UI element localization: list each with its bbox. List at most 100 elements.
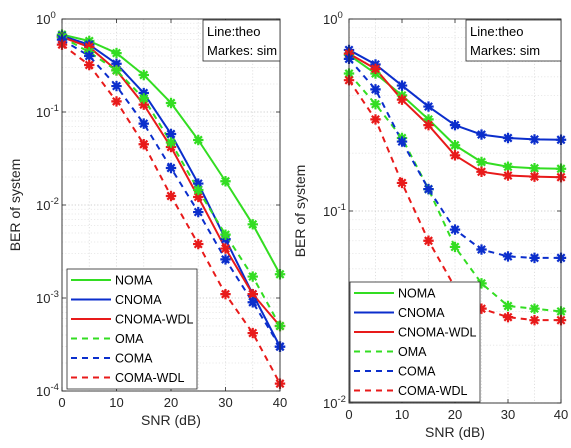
data-point-noma-shape [476,156,487,168]
data-point-cnoma-shape [529,134,540,145]
data-point-noma-shape [247,219,258,230]
data-point-coma-shape [165,162,177,174]
annotation-text: Line:theo [470,24,524,39]
data-point-cnoma-wdl [423,119,434,131]
data-point-coma-wdl-shape [84,59,95,71]
data-point-cnoma [396,80,408,91]
data-point-oma-shape [476,278,487,289]
series-line-oma [348,72,562,313]
legend-label-noma: NOMA [398,287,436,301]
data-point-coma-shape [423,183,434,195]
data-point-oma [529,303,540,314]
data-point-cnoma [193,178,204,189]
data-point-coma-shape [138,118,149,129]
y-tick-label: 10-1 [36,103,59,120]
data-point-coma-shape [111,80,122,92]
data-point-coma-wdl-shape [370,114,381,125]
data-point-coma-shape [193,206,204,218]
data-point-noma [138,69,149,81]
data-point-cnoma-wdl [502,170,514,181]
data-point-noma [423,114,434,125]
data-point-oma [165,137,177,148]
data-point-cnoma-shape [449,119,461,131]
data-point-cnoma-wdl [193,191,204,203]
data-point-cnoma-shape [165,128,177,140]
data-point-cnoma-wdl-shape [247,288,258,300]
x-axis-label: SNR (dB) [141,412,201,428]
data-point-oma [502,300,514,312]
data-point-oma-shape [220,229,231,240]
legend-label-oma: OMA [115,332,144,346]
y-tick-label: 100 [36,10,56,27]
data-point-noma [529,163,540,174]
data-point-noma [111,47,122,59]
y-tick-label: 10-2 [323,394,346,411]
data-point-coma [247,297,258,308]
data-point-noma-shape [111,47,122,59]
data-point-coma-wdl [111,96,122,107]
data-point-cnoma-shape [193,178,204,189]
data-point-cnoma-wdl-shape [502,170,514,181]
data-point-coma [84,50,95,62]
data-point-cnoma [165,128,177,140]
data-point-oma [476,278,487,289]
legend-box [349,281,481,403]
data-point-coma-shape [247,297,258,308]
data-point-noma-shape [165,97,177,109]
data-point-noma [449,140,461,151]
legend-label-noma: NOMA [115,274,153,288]
x-tick-label: 0 [345,407,352,422]
y-tick-label: 10-3 [36,289,59,306]
data-point-cnoma-wdl-shape [138,99,149,110]
data-point-cnoma-wdl-shape [220,243,231,254]
legend-box [66,268,198,390]
data-point-coma-shape [396,136,408,147]
annotation-box [202,19,281,62]
data-point-oma [138,93,149,104]
y-tick-label: 10-1 [323,202,346,219]
data-point-coma-wdl-shape [423,235,434,246]
data-point-cnoma [138,87,149,99]
data-point-cnoma [502,132,514,144]
y-axis-label: BER of system [7,159,23,252]
chart-left: 0 10 20 30 40 10-4 10-3 10-2 10-1 100 SNR (dB) BER … [7,10,287,428]
chart-right: 0 10 20 30 40 10-2 10-1 100 SNR (dB) BER of syste… [292,10,568,440]
data-point-noma-shape [220,176,231,187]
data-point-oma [449,241,461,253]
data-point-coma-wdl-shape [476,303,487,314]
data-point-coma-wdl [423,235,434,246]
data-point-cnoma-wdl-shape [193,191,204,203]
data-point-noma-shape [193,134,204,146]
data-point-coma-wdl [220,288,231,300]
data-point-cnoma-wdl-shape [396,94,408,105]
data-point-cnoma-shape [396,80,408,91]
data-point-cnoma [111,58,122,69]
data-point-coma [476,244,487,255]
data-point-oma-shape [529,303,540,314]
x-axis-label: SNR (dB) [425,424,485,440]
data-point-cnoma-shape [138,87,149,99]
data-point-oma-shape [165,137,177,148]
data-point-cnoma-wdl-shape [449,150,461,161]
data-point-coma [370,84,381,95]
data-point-cnoma-wdl [220,243,231,254]
x-tick-label: 40 [554,407,568,422]
data-point-noma [165,97,177,109]
data-point-cnoma-shape [502,132,514,144]
y-tick-label: 10-2 [36,196,59,213]
data-point-coma [138,118,149,129]
data-point-cnoma-wdl [449,150,461,161]
y-axis-label: BER of system [292,165,308,258]
data-point-coma-shape [220,254,231,265]
data-point-oma-shape [138,93,149,104]
data-point-coma-wdl-shape [220,288,231,300]
data-point-noma-shape [423,114,434,125]
data-point-coma [423,183,434,195]
data-point-coma [396,136,408,147]
data-point-coma-shape [370,84,381,95]
data-point-oma [193,184,204,196]
data-point-coma [111,80,122,92]
legend-label-coma: COMA [398,365,436,379]
data-point-cnoma-wdl-shape [476,166,487,178]
